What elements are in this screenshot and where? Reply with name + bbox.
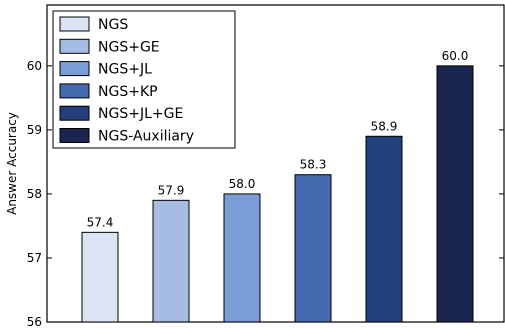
y-tick-label: 59	[27, 123, 42, 137]
bar-6	[437, 66, 473, 322]
legend-swatch	[60, 106, 89, 120]
bar-5	[366, 136, 402, 322]
bar-value-label: 57.9	[158, 183, 185, 197]
bar-value-label: 58.0	[229, 177, 256, 191]
legend-label: NGS+JL	[98, 62, 152, 78]
legend-label: NGS	[98, 17, 128, 33]
y-tick-label: 57	[27, 251, 42, 265]
legend-label: NGS-Auxiliary	[98, 129, 194, 145]
legend-label: NGS+JL+GE	[98, 106, 183, 122]
bar-value-label: 57.4	[87, 215, 114, 229]
legend-label: NGS+KP	[98, 84, 158, 100]
bar-4	[295, 175, 331, 322]
y-axis-label: Answer Accuracy	[5, 112, 19, 215]
bar-value-label: 60.0	[442, 49, 469, 63]
legend-swatch	[60, 84, 89, 98]
legend-label: NGS+GE	[98, 39, 160, 55]
bar-3	[224, 194, 260, 322]
legend: NGS NGS+GE NGS+JL NGS+KP NGS+JL+GE NGS-Auxili…	[53, 11, 235, 148]
bar-2	[153, 200, 189, 322]
legend-box	[53, 11, 235, 148]
legend-swatch	[60, 129, 89, 143]
y-tick-label: 58	[27, 187, 42, 201]
bar-value-label: 58.9	[371, 119, 398, 133]
bar-value-label: 58.3	[300, 158, 327, 172]
legend-swatch	[60, 39, 89, 53]
legend-swatch	[60, 17, 89, 31]
y-tick-label: 60	[27, 59, 42, 73]
legend-swatch	[60, 62, 89, 76]
y-tick-label: 56	[27, 315, 42, 328]
bar-1	[82, 232, 118, 322]
